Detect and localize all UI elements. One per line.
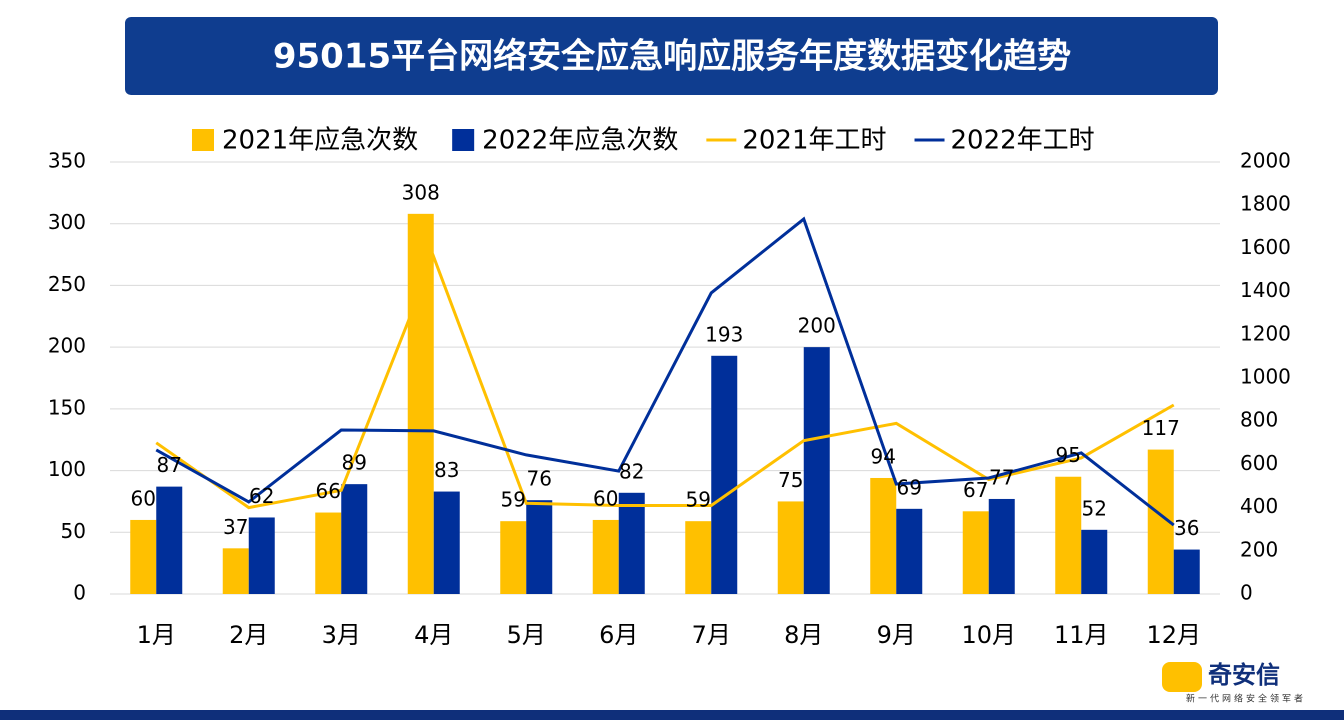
y-tick-label: 250	[48, 272, 86, 296]
data-label: 94	[871, 444, 896, 468]
bar	[130, 519, 157, 594]
bar	[711, 355, 738, 594]
title-box	[125, 17, 1218, 95]
logo-icon	[1162, 662, 1202, 692]
legend-label: 2021年应急次数	[222, 126, 418, 156]
logo-name: 奇安信	[1208, 661, 1280, 689]
y-tick-label: 200	[48, 334, 86, 358]
bar	[618, 492, 645, 594]
bar	[896, 508, 923, 594]
y-tick-label: 300	[48, 210, 86, 234]
x-tick-label: 7月	[692, 621, 731, 649]
bar	[222, 548, 249, 594]
x-tick-label: 11月	[1054, 621, 1109, 649]
y2-tick-label: 600	[1240, 451, 1278, 475]
bar	[341, 484, 368, 594]
data-label: 60	[593, 486, 618, 510]
y2-tick-label: 1000	[1240, 365, 1291, 389]
data-label: 59	[501, 488, 526, 512]
y2-tick-label: 1600	[1240, 235, 1291, 259]
bar	[592, 519, 619, 594]
y2-tick-label: 1200	[1240, 321, 1291, 345]
y2-tick-label: 400	[1240, 494, 1278, 518]
data-label: 69	[897, 475, 922, 499]
x-tick-label: 2月	[229, 621, 268, 649]
bar	[962, 511, 989, 594]
data-label: 87	[157, 453, 182, 477]
data-label: 76	[527, 467, 552, 491]
x-tick-label: 8月	[784, 621, 823, 649]
bar	[315, 512, 342, 594]
bar	[433, 491, 460, 594]
x-tick-label: 5月	[507, 621, 546, 649]
legend-label: 2022年应急次数	[482, 126, 678, 156]
y-tick-label: 0	[73, 581, 86, 605]
y-tick-label: 100	[48, 457, 86, 481]
bar	[1081, 529, 1108, 594]
data-label: 82	[619, 459, 644, 483]
data-label: 193	[705, 322, 743, 346]
x-tick-label: 9月	[877, 621, 916, 649]
y2-tick-label: 2000	[1240, 149, 1291, 173]
y-tick-label: 150	[48, 395, 86, 419]
x-tick-label: 6月	[599, 621, 638, 649]
y2-tick-label: 800	[1240, 408, 1278, 432]
y2-tick-label: 200	[1240, 537, 1278, 561]
bar	[988, 498, 1015, 594]
bar	[526, 500, 553, 594]
legend-label: 2021年工时	[742, 126, 886, 156]
data-label: 36	[1174, 516, 1199, 540]
y2-tick-label: 0	[1240, 581, 1253, 605]
bar	[500, 521, 527, 594]
y-tick-label: 50	[61, 519, 86, 543]
data-label: 52	[1082, 496, 1107, 520]
data-label: 77	[989, 465, 1014, 489]
x-tick-label: 10月	[961, 621, 1016, 649]
y2-tick-label: 1400	[1240, 278, 1291, 302]
x-tick-label: 3月	[322, 621, 361, 649]
line-series	[155, 252, 1175, 510]
data-label: 37	[223, 515, 248, 539]
x-tick-label: 1月	[137, 621, 176, 649]
bar	[1055, 476, 1082, 594]
data-label: 60	[131, 486, 156, 510]
bar	[803, 347, 830, 594]
line-series	[155, 216, 1175, 527]
bar	[777, 501, 804, 594]
bar	[156, 486, 183, 594]
data-label: 89	[342, 451, 367, 475]
data-label: 308	[402, 180, 440, 204]
data-label: 67	[963, 478, 988, 502]
y-tick-label: 350	[48, 149, 86, 173]
data-label: 200	[798, 314, 836, 338]
x-tick-label: 4月	[414, 621, 453, 649]
data-label: 66	[316, 479, 341, 503]
data-label: 62	[249, 484, 274, 508]
logo-slogan: 新一代网络安全领军者	[1186, 693, 1306, 705]
legend-swatch	[452, 129, 475, 151]
chart-title: 95015平台网络安全应急响应服务年度数据变化趋势	[273, 37, 1071, 77]
bar	[685, 521, 712, 594]
bar	[248, 517, 275, 594]
x-tick-label: 12月	[1146, 621, 1201, 649]
bar	[1173, 549, 1200, 594]
data-label: 95	[1056, 443, 1081, 467]
data-label: 117	[1142, 416, 1180, 440]
legend-swatch	[192, 129, 214, 151]
y2-tick-label: 1800	[1240, 192, 1291, 216]
footer-bar	[0, 710, 1344, 720]
data-label: 75	[778, 468, 803, 492]
data-label: 59	[686, 488, 711, 512]
bar	[870, 477, 897, 594]
bar	[407, 213, 434, 594]
legend-label: 2022年工时	[951, 126, 1095, 156]
data-label: 83	[434, 458, 459, 482]
